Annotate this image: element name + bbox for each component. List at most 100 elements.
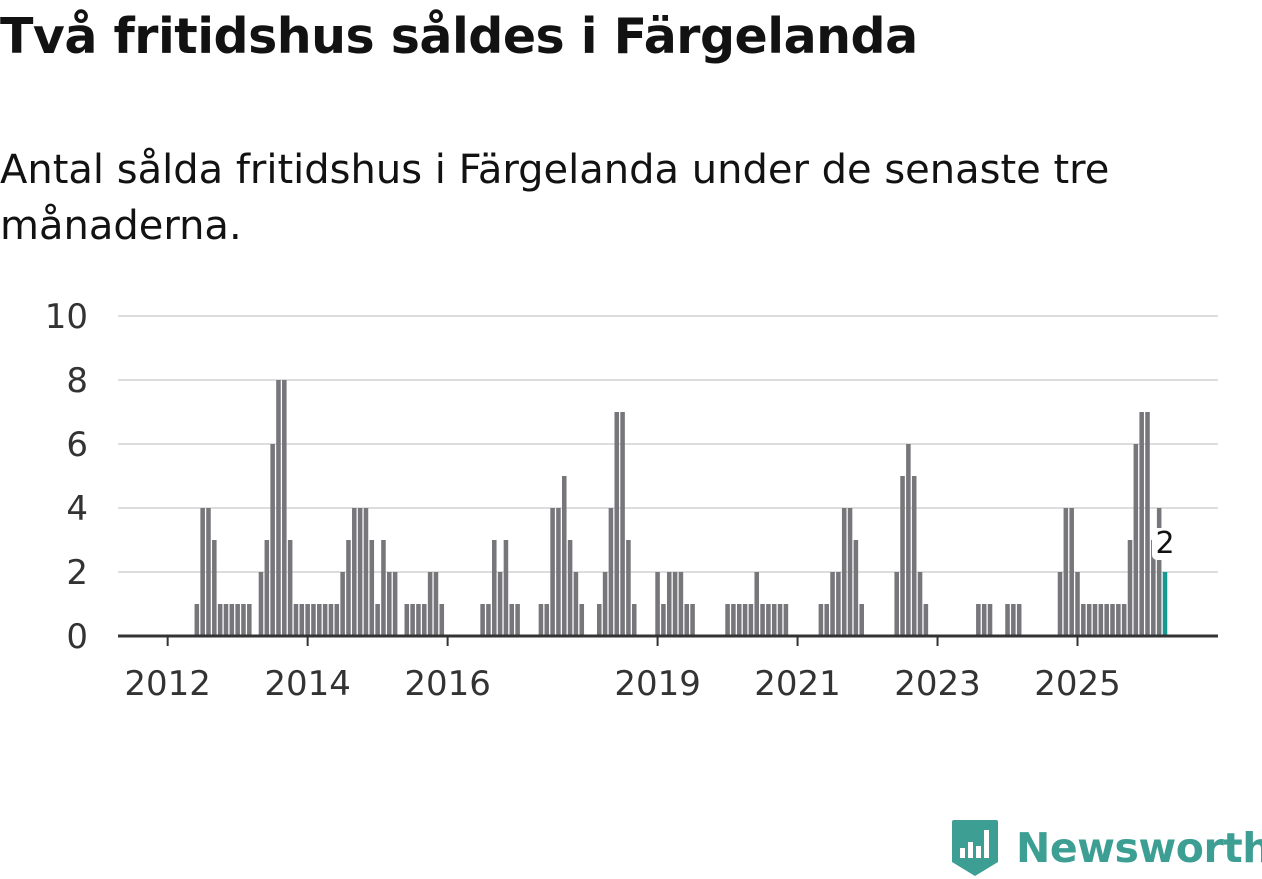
bar	[1145, 412, 1150, 636]
x-tick-label: 2025	[1034, 664, 1121, 704]
labels: 0 2 4 6 8 10 2012 2014 2016 2019 2021 2023 2025 2	[45, 297, 1178, 704]
y-tick-label: 4	[66, 489, 88, 529]
bar	[247, 604, 252, 636]
y-tick-label: 2	[66, 553, 88, 593]
bar	[1110, 604, 1115, 636]
bars	[194, 380, 1168, 636]
bar	[282, 380, 287, 636]
bar	[748, 604, 754, 636]
bar	[1098, 604, 1104, 636]
bar	[1151, 540, 1156, 636]
bar	[760, 604, 765, 636]
y-tick-label: 10	[45, 297, 88, 337]
bar	[766, 604, 771, 636]
bar	[217, 604, 223, 636]
bar	[1016, 604, 1022, 636]
axes	[118, 634, 1218, 646]
bar	[556, 508, 561, 636]
bar	[841, 508, 847, 636]
bar	[212, 540, 217, 636]
bar	[328, 604, 334, 636]
bar	[538, 604, 544, 636]
bar	[684, 604, 690, 636]
bar	[439, 604, 445, 636]
bar	[491, 540, 497, 636]
bar	[1116, 604, 1121, 636]
bar	[742, 604, 748, 636]
bar	[497, 572, 503, 636]
bar	[340, 572, 345, 636]
bar	[690, 604, 695, 636]
bar	[894, 572, 899, 636]
bar	[561, 476, 567, 636]
bar	[824, 604, 829, 636]
bar	[847, 508, 853, 636]
bar	[626, 540, 631, 636]
bar	[392, 572, 398, 636]
value-label-bg	[1152, 528, 1178, 560]
bar	[608, 508, 614, 636]
bar	[293, 604, 299, 636]
bar	[777, 604, 783, 636]
bar	[287, 540, 293, 636]
y-tick-label: 8	[66, 361, 88, 401]
x-tick-label: 2016	[404, 664, 491, 704]
x-tick-label: 2012	[124, 664, 211, 704]
bar	[1086, 604, 1092, 636]
bar	[976, 604, 981, 636]
bar	[917, 572, 923, 636]
bar	[853, 540, 859, 636]
bar	[334, 604, 340, 636]
bar	[981, 604, 987, 636]
bar	[678, 572, 684, 636]
bar	[480, 604, 485, 636]
bar	[900, 476, 905, 636]
bar	[911, 476, 917, 636]
gridlines	[118, 315, 1218, 573]
bar	[427, 572, 433, 636]
chart-subtitle: Antal sålda fritidshus i Färgelanda unde…	[0, 147, 1110, 249]
bar	[264, 540, 270, 636]
bar	[404, 604, 410, 636]
bar	[1121, 604, 1127, 636]
bar	[661, 604, 666, 636]
bar	[515, 604, 520, 636]
bar	[387, 572, 392, 636]
bar	[754, 572, 760, 636]
bar	[1069, 508, 1074, 636]
bar	[1092, 604, 1098, 636]
bar	[206, 508, 211, 636]
bar	[567, 540, 573, 636]
bar	[579, 604, 585, 636]
bar	[731, 604, 736, 636]
bar	[620, 412, 625, 636]
bar	[614, 412, 620, 636]
x-tick-label: 2021	[754, 664, 841, 704]
bar	[859, 604, 864, 636]
bar	[276, 380, 281, 636]
bar	[357, 508, 363, 636]
bar	[241, 604, 246, 636]
bar	[672, 572, 678, 636]
bar	[200, 508, 205, 636]
y-tick-label: 0	[66, 617, 88, 657]
bar-highlight	[1162, 572, 1168, 636]
bar	[631, 604, 637, 636]
bar	[666, 572, 672, 636]
bar	[1063, 508, 1069, 636]
bar	[363, 508, 369, 636]
bar	[923, 604, 929, 636]
bar	[1075, 572, 1080, 636]
bar	[486, 604, 491, 636]
bar	[1156, 508, 1162, 636]
bar	[1081, 604, 1086, 636]
bar	[375, 604, 380, 636]
y-tick-label: 6	[66, 425, 88, 465]
bar	[369, 540, 375, 636]
bar	[299, 604, 305, 636]
bar	[1139, 412, 1144, 636]
bar	[596, 604, 602, 636]
bar	[381, 540, 386, 636]
bar	[987, 604, 993, 636]
